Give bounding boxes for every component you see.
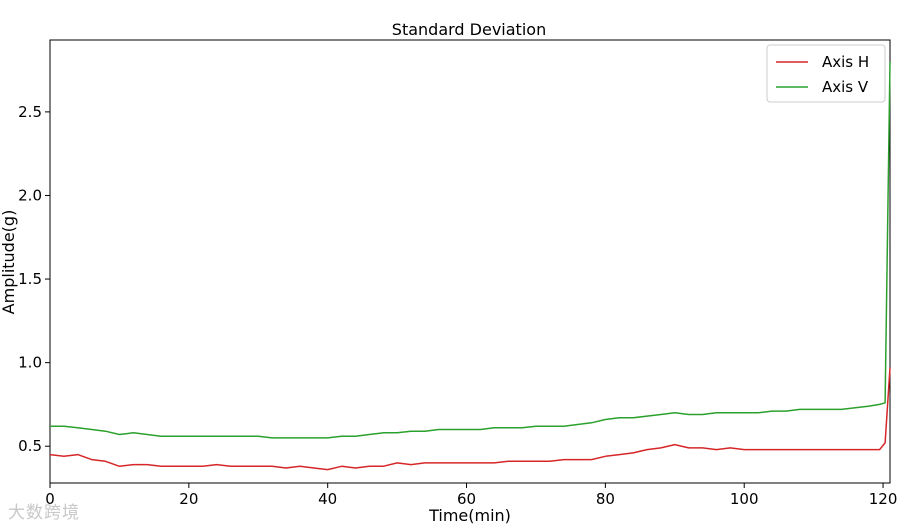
x-tick-label: 120 [869,490,898,508]
x-tick-label: 40 [318,490,337,508]
x-axis-label: Time(min) [428,506,511,525]
x-tick-label: 0 [45,490,55,508]
y-tick-label: 2.5 [18,103,42,121]
legend-label: Axis H [822,53,869,71]
series-lines [49,61,891,471]
plot-area-frame [49,39,891,484]
x-tick-label: 80 [596,490,615,508]
watermark-text: 大数跨境 [8,503,80,523]
x-tick-label: 60 [457,490,476,508]
y-tick-label: 2.0 [18,186,42,204]
chart-title: Standard Deviation [392,20,546,39]
series-line-axis-v [50,61,891,439]
series-line-axis-h [49,367,891,471]
legend-label: Axis V [822,78,869,96]
x-tick-label: 20 [179,490,198,508]
y-tick-label: 1.5 [18,270,42,288]
y-axis-label: Amplitude(g) [0,210,18,315]
y-axis-ticks: 0.5 1.0 1.5 2.0 2.5 [18,103,50,455]
y-tick-label: 1.0 [18,354,42,372]
x-axis-ticks: 0 20 40 60 80 100 120 [45,483,897,508]
y-tick-label: 0.5 [18,437,42,455]
legend: Axis H Axis V [766,44,886,103]
x-tick-label: 100 [730,490,759,508]
